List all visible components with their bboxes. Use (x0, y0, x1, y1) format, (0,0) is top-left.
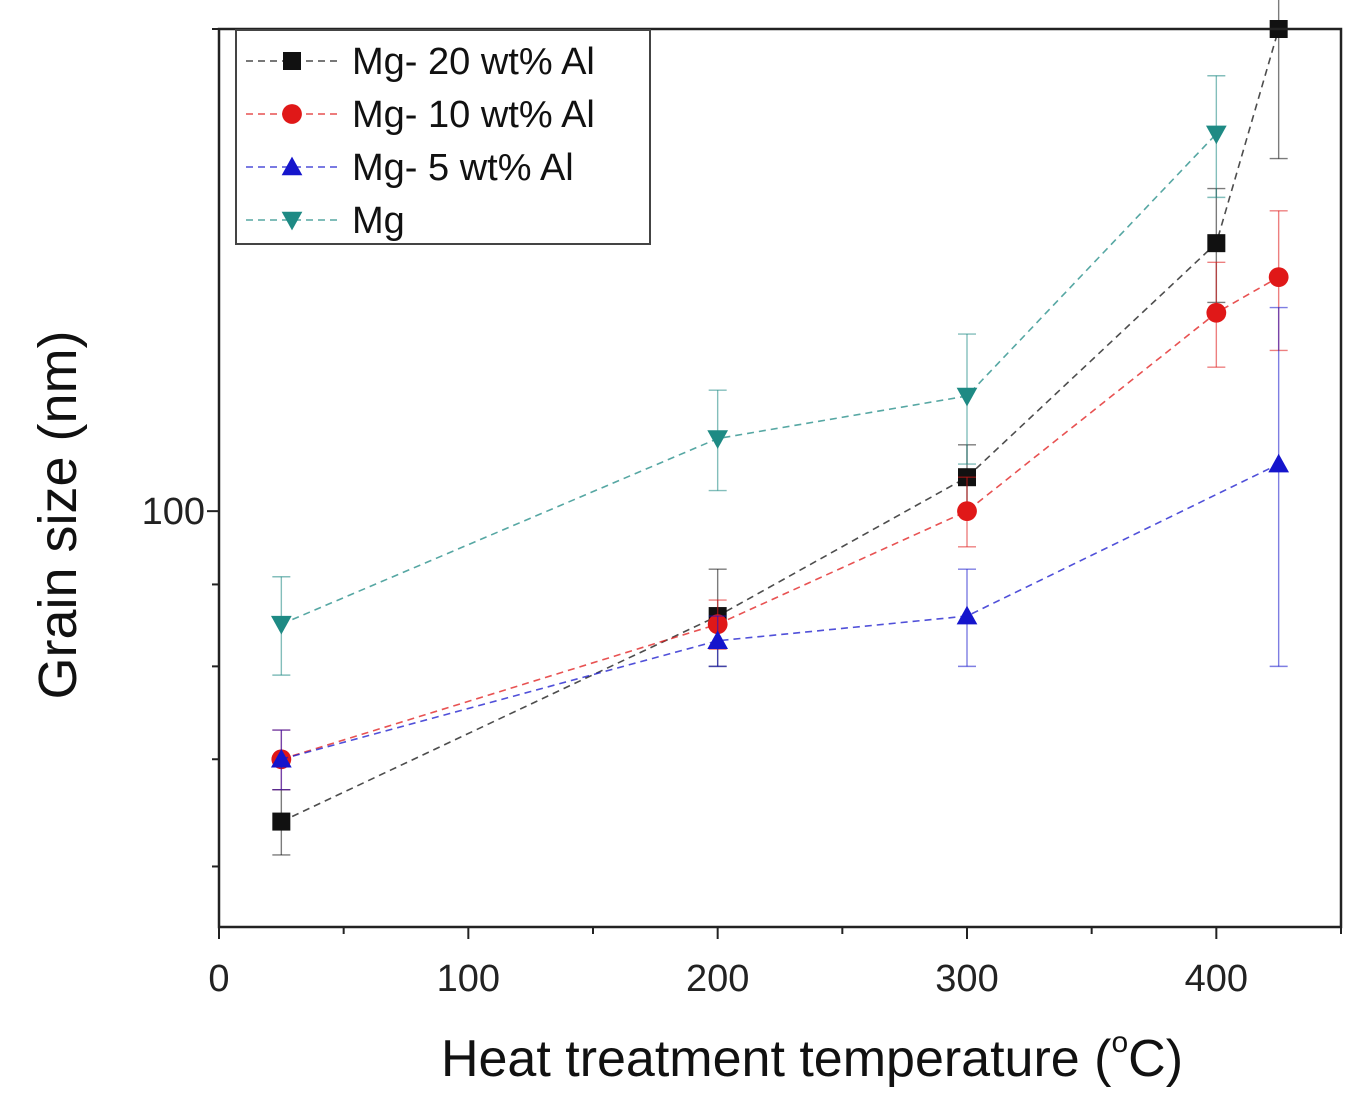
legend-marker (283, 52, 301, 70)
legend-box (235, 29, 651, 245)
plot-frame (217, 27, 1343, 929)
legend-item-2: Mg- 5 wt% Al (246, 147, 574, 189)
axes: 0 100 200 300 400 100 (142, 28, 1342, 1000)
data-point (956, 387, 978, 407)
legend-marker (281, 211, 303, 231)
legend-items: Mg- 20 wt% Al Mg- 10 wt% Al Mg- 5 wt% Al Mg (246, 41, 595, 242)
data-point (1207, 234, 1226, 253)
x-axis-title: Heat treatment temperature (oC) (441, 1026, 1183, 1088)
x-tick-label: 100 (437, 958, 500, 1000)
data-point (1206, 302, 1227, 323)
legend-item-0: Mg- 20 wt% Al (246, 41, 595, 83)
plot-area (270, 0, 1290, 856)
legend-marker (281, 156, 303, 176)
x-tick-label: 400 (1185, 958, 1248, 1000)
legend: Mg- 20 wt% Al Mg- 10 wt% Al Mg- 5 wt% Al Mg (235, 29, 651, 245)
x-axis-title-main: Heat treatment temperature ( (441, 1030, 1112, 1088)
series-line (281, 276, 1280, 761)
legend-label: Mg- 5 wt% Al (352, 147, 574, 189)
x-axis-title-degree: o (1111, 1026, 1128, 1059)
series-line (281, 463, 1280, 761)
data-point (270, 748, 292, 768)
series-line (281, 133, 1217, 625)
data-point (1268, 453, 1290, 473)
x-axis-title-unit: C) (1128, 1030, 1183, 1088)
x-tick-label: 300 (935, 958, 998, 1000)
x-tick-label: 200 (686, 958, 749, 1000)
legend-label: Mg (352, 200, 405, 242)
y-tick-label: 100 (142, 491, 205, 533)
data-point (1205, 125, 1227, 145)
data-point (272, 812, 291, 831)
series-3 (270, 75, 1227, 676)
series-2 (270, 306, 1290, 791)
legend-label: Mg- 10 wt% Al (352, 94, 595, 136)
legend-item-3: Mg (246, 200, 405, 242)
legend-item-1: Mg- 10 wt% Al (246, 94, 595, 136)
data-point (957, 501, 977, 522)
y-axis-title: Grain size (nm) (28, 330, 88, 699)
data-point (707, 630, 729, 650)
data-point (956, 605, 978, 625)
legend-label: Mg- 20 wt% Al (352, 41, 595, 83)
data-point (1268, 267, 1289, 288)
data-point (270, 615, 292, 635)
legend-marker (282, 104, 302, 124)
x-tick-label: 0 (208, 958, 229, 1000)
data-point (707, 430, 729, 449)
